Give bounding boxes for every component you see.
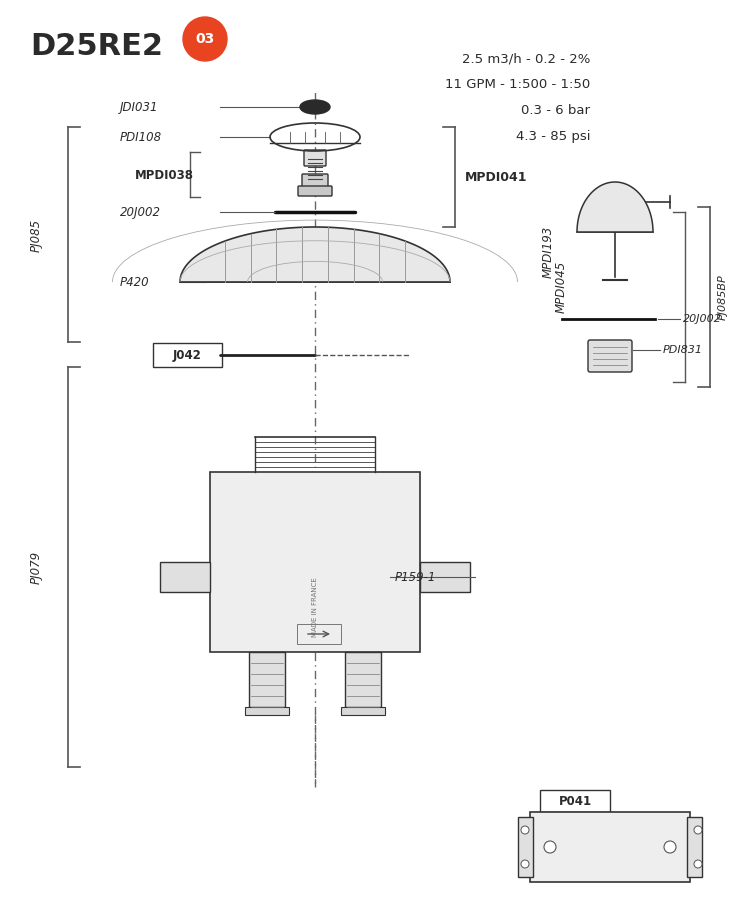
Circle shape	[694, 860, 702, 868]
FancyBboxPatch shape	[341, 707, 385, 715]
Text: P420: P420	[120, 275, 149, 289]
Text: P041: P041	[559, 795, 592, 807]
Text: 0.3 - 6 bar: 0.3 - 6 bar	[521, 104, 590, 117]
Text: PJ085BP: PJ085BP	[718, 274, 728, 320]
FancyBboxPatch shape	[540, 790, 610, 812]
FancyBboxPatch shape	[588, 340, 632, 372]
Text: 20J002: 20J002	[120, 205, 161, 219]
FancyBboxPatch shape	[302, 174, 328, 188]
Text: 03: 03	[195, 32, 214, 46]
FancyBboxPatch shape	[687, 817, 702, 877]
FancyBboxPatch shape	[249, 652, 285, 707]
Circle shape	[521, 860, 529, 868]
FancyBboxPatch shape	[530, 812, 690, 882]
Text: D25RE2: D25RE2	[30, 32, 163, 61]
Text: MPDI193: MPDI193	[542, 226, 555, 278]
Text: P159-1: P159-1	[395, 570, 436, 584]
Circle shape	[664, 841, 676, 853]
Circle shape	[183, 17, 227, 61]
FancyBboxPatch shape	[245, 707, 289, 715]
Text: J042: J042	[173, 349, 202, 361]
Text: MPDI038: MPDI038	[135, 169, 194, 181]
Polygon shape	[180, 227, 450, 282]
Polygon shape	[577, 182, 653, 232]
Text: 2.5 m3/h - 0.2 - 2%: 2.5 m3/h - 0.2 - 2%	[461, 52, 590, 65]
FancyBboxPatch shape	[298, 186, 332, 196]
Text: MPDI041: MPDI041	[465, 170, 527, 184]
Text: PDI108: PDI108	[120, 130, 162, 144]
Text: PDI831: PDI831	[663, 345, 703, 355]
Text: JDI031: JDI031	[120, 100, 158, 114]
Text: PJ085: PJ085	[30, 219, 43, 251]
Text: PJ079: PJ079	[30, 551, 43, 584]
FancyBboxPatch shape	[304, 150, 326, 166]
Text: MPDI045: MPDI045	[555, 261, 568, 313]
Text: MADE IN FRANCE: MADE IN FRANCE	[312, 577, 318, 637]
FancyBboxPatch shape	[345, 652, 381, 707]
Text: 4.3 - 85 psi: 4.3 - 85 psi	[515, 130, 590, 143]
FancyBboxPatch shape	[153, 343, 222, 367]
Ellipse shape	[300, 100, 330, 114]
Circle shape	[694, 826, 702, 834]
FancyBboxPatch shape	[160, 562, 210, 592]
FancyBboxPatch shape	[518, 817, 533, 877]
Circle shape	[544, 841, 556, 853]
Text: 11 GPM - 1:500 - 1:50: 11 GPM - 1:500 - 1:50	[445, 78, 590, 91]
Circle shape	[521, 826, 529, 834]
FancyBboxPatch shape	[210, 472, 420, 652]
FancyBboxPatch shape	[420, 562, 470, 592]
Text: 20J002: 20J002	[683, 314, 722, 324]
